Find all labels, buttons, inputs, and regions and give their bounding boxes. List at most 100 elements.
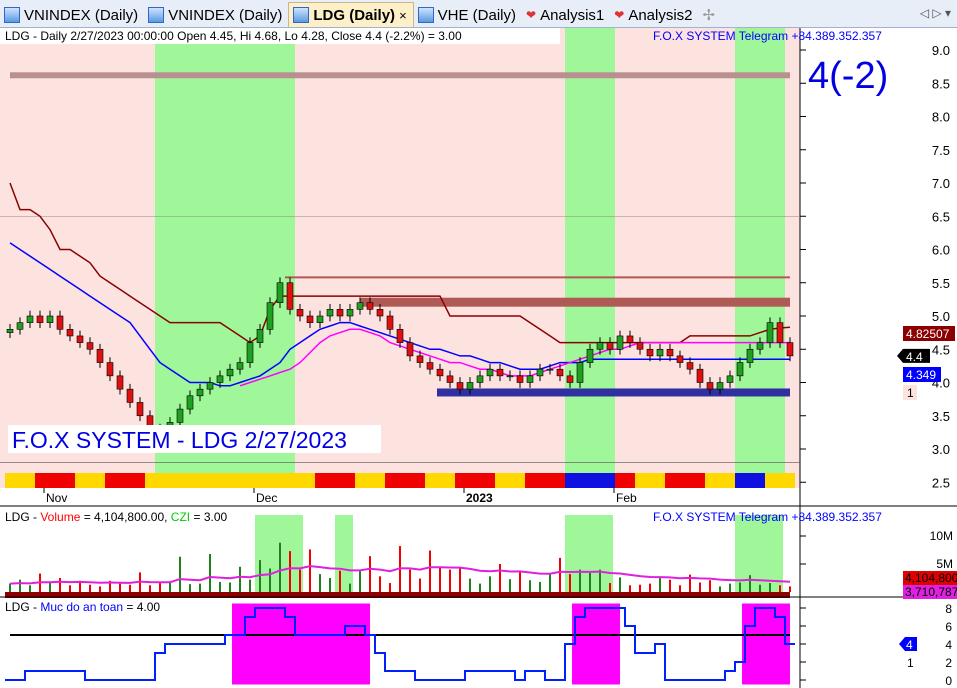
candle-body: [226, 368, 234, 377]
candle-body: [746, 348, 754, 363]
signal-strip-cell: [35, 473, 45, 488]
signal-strip-cell: [65, 473, 75, 488]
candle-body: [776, 322, 784, 343]
candle-body: [86, 342, 94, 350]
x-tick-label: Dec: [256, 491, 277, 505]
volume-title-prefix: LDG -: [5, 510, 40, 524]
chart-icon: [4, 7, 20, 23]
signal-strip-cell: [585, 473, 595, 488]
candle-body: [186, 395, 194, 410]
candle-body: [706, 382, 714, 390]
price-panel-background: [0, 28, 800, 488]
signal-strip-cell: [345, 473, 355, 488]
tab-analysis2[interactable]: ❤ Analysis2: [610, 3, 698, 27]
candle-body: [316, 315, 324, 323]
candle-body: [556, 368, 564, 377]
signal-strip-cell: [485, 473, 495, 488]
tab-vhe-daily-[interactable]: VHE (Daily): [414, 3, 522, 27]
candle-body: [236, 362, 244, 370]
volume-title-czi_label: CZI: [171, 510, 190, 524]
y-tick-label: 8.0: [932, 110, 950, 125]
support-zone: [437, 388, 790, 397]
signal-strip-cell: [395, 473, 405, 488]
green-zone: [155, 28, 295, 473]
signal-strip-cell: [55, 473, 65, 488]
candle-body: [696, 368, 704, 383]
chart-area[interactable]: 9.08.58.07.57.06.56.05.55.04.54.03.53.02…: [0, 28, 957, 688]
signal-strip-cell: [215, 473, 225, 488]
signal-strip-cell: [205, 473, 215, 488]
signal-strip-cell: [105, 473, 115, 488]
volume-green-zone: [335, 515, 353, 592]
candle-body: [46, 315, 54, 323]
candle-body: [576, 362, 584, 383]
signal-strip-cell: [605, 473, 615, 488]
tab-ldg-daily-[interactable]: LDG (Daily) ×: [288, 2, 414, 27]
x-tick-label: 2023: [466, 491, 493, 505]
resistance-band: [10, 72, 790, 79]
tab-label: VHE (Daily): [437, 6, 516, 24]
signal-strip-cell: [735, 473, 745, 488]
candle-body: [36, 315, 44, 323]
candle-body: [566, 375, 574, 383]
signal-strip-cell: [285, 473, 295, 488]
safety-title-prefix: LDG -: [5, 600, 40, 614]
candle-body: [6, 328, 14, 333]
close-tab-icon[interactable]: ×: [399, 7, 407, 23]
chart-tab-bar: VNINDEX (Daily) VNINDEX (Daily) LDG (Daily…: [0, 0, 957, 28]
safety-tick-label: 8: [945, 602, 952, 616]
candle-body: [426, 362, 434, 370]
y-tick-label: 3.5: [932, 409, 950, 424]
candle-body: [476, 375, 484, 383]
signal-strip-cell: [375, 473, 385, 488]
signal-strip-cell: [245, 473, 255, 488]
tab-vnindex-daily-[interactable]: VNINDEX (Daily): [0, 3, 144, 27]
y-tick-label: 5.5: [932, 276, 950, 291]
tab-vnindex-daily-[interactable]: VNINDEX (Daily): [144, 3, 288, 27]
y-tick-label: 2.5: [932, 475, 950, 490]
volume-tick-label: 5M: [936, 557, 953, 571]
safety-title-value: = 4.00: [123, 600, 160, 614]
candle-body: [356, 302, 364, 310]
signal-strip-cell: [655, 473, 665, 488]
signal-strip-cell: [195, 473, 205, 488]
signal-strip-cell: [365, 473, 375, 488]
y-tick-label: 7.5: [932, 143, 950, 158]
signal-strip-cell: [335, 473, 345, 488]
candle-body: [676, 355, 684, 363]
y-tick-label: 8.5: [932, 76, 950, 91]
signal-strip-cell: [645, 473, 655, 488]
candle-body: [546, 368, 554, 371]
tab-analysis1[interactable]: ❤ Analysis1: [522, 3, 610, 27]
add-tab-icon[interactable]: ✢: [702, 7, 716, 24]
candle-body: [346, 309, 354, 317]
candle-body: [136, 402, 144, 417]
green-zone: [565, 28, 615, 473]
signal-strip-cell: [135, 473, 145, 488]
candle-body: [106, 362, 114, 377]
signal-strip-cell: [175, 473, 185, 488]
tab-navigation-arrows[interactable]: ◁ ▷ ▾: [919, 6, 951, 20]
chart-icon: [148, 7, 165, 23]
signal-strip-cell: [265, 473, 275, 488]
candle-body: [296, 309, 304, 317]
y-tick-label: 5.0: [932, 309, 950, 324]
safety-zone: [742, 603, 790, 685]
signal-strip-cell: [465, 473, 475, 488]
safety-zone: [572, 603, 620, 685]
aux-value: 1: [907, 386, 914, 400]
green-zone: [735, 28, 785, 473]
stop-value-badge: [903, 326, 955, 341]
safety-aux-value: 1: [907, 656, 914, 670]
volume-ma-value: 3,710,787: [905, 585, 957, 599]
candle-body: [466, 382, 474, 390]
tab-label: VNINDEX (Daily): [168, 6, 283, 24]
tab-label: Analysis2: [628, 6, 693, 24]
signal-strip-cell: [555, 473, 565, 488]
signal-strip-cell: [515, 473, 525, 488]
close-value: 4.4: [906, 350, 923, 364]
resistance-zone: [360, 297, 790, 307]
signal-strip-cell: [75, 473, 85, 488]
volume-tick-label: 10M: [930, 529, 953, 543]
tab-label: LDG (Daily): [313, 6, 396, 24]
